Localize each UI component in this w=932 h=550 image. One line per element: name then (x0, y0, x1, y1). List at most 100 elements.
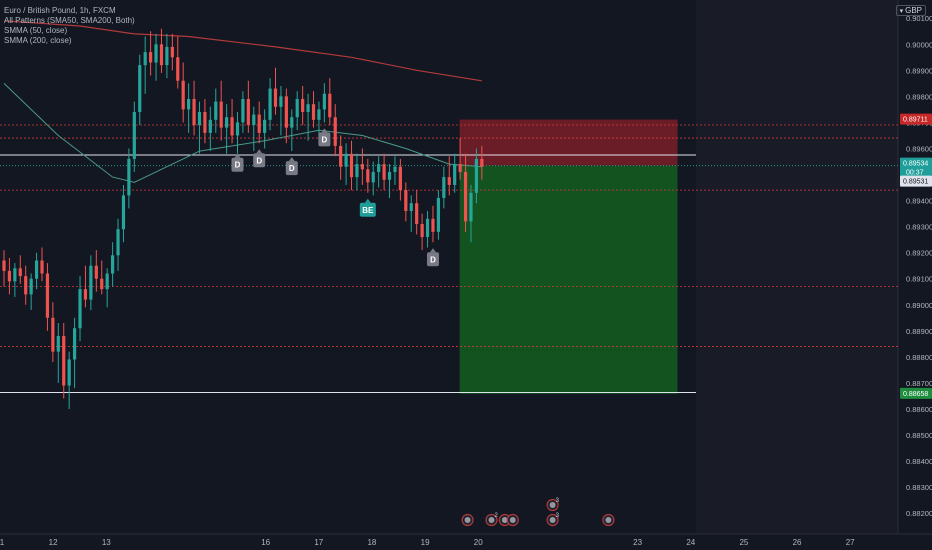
candle-body-6 (34, 260, 39, 279)
candle-body-44 (241, 98, 245, 123)
candle-body-31 (170, 46, 174, 58)
pattern-label-box-1 (253, 153, 266, 168)
candle-body-32 (176, 57, 180, 81)
candle-body-21 (116, 229, 120, 256)
event-marker-4: 3 (546, 498, 560, 512)
x-tick-label-7: 20 (474, 538, 483, 547)
indicator-all-patterns[interactable]: All Patterns (SMA50, SMA200, Both) (4, 16, 135, 25)
candle-body-35 (192, 98, 196, 126)
candle-body-25 (138, 65, 142, 113)
candle-body-88 (480, 158, 484, 167)
candle-body-1 (7, 270, 12, 282)
candle-body-86 (469, 192, 473, 222)
candle-body-66 (360, 164, 364, 170)
x-tick-label-1: 12 (49, 538, 58, 547)
symbol-title[interactable]: Euro / British Pound, 1h, FXCM (4, 6, 116, 15)
pattern-label-pointer-4 (364, 198, 371, 203)
pattern-label-2: D (285, 157, 298, 176)
pattern-label-text-4: BE (362, 206, 374, 215)
pattern-label-text-3: D (321, 135, 327, 144)
candle-body-3 (18, 268, 22, 277)
pattern-label-text-1: D (256, 156, 262, 165)
price-badge-bg-1 (900, 157, 932, 178)
pattern-label-5: D (426, 248, 439, 267)
candle-body-37 (203, 112, 207, 133)
smma200-line (3, 20, 482, 82)
candle-body-19 (105, 273, 109, 290)
event-marker-flag-icon-6 (605, 517, 612, 523)
candle-body-42 (230, 117, 234, 136)
candle-body-49 (268, 88, 272, 120)
pattern-label-3: D (318, 128, 331, 147)
event-marker-flag-icon-0 (464, 517, 471, 523)
candle-body-39 (214, 101, 218, 120)
candle-body-63 (344, 153, 348, 167)
pattern-label-pointer-5 (429, 248, 436, 253)
x-tick-label-11: 26 (793, 538, 802, 547)
price-badge-1: 0.89534 00:37 (900, 157, 932, 178)
candle-body-5 (29, 278, 33, 295)
event-marker-3 (506, 513, 519, 527)
smma50-line (3, 83, 482, 183)
currency-button[interactable]: ▾ GBP (895, 5, 926, 16)
price-badge-bg-3 (900, 387, 932, 399)
candle-body-57 (311, 104, 316, 120)
stop-loss-zone (459, 119, 678, 166)
y-tick-label-12: 0.88900 (906, 327, 932, 336)
candle-body-11 (62, 336, 66, 386)
candle-body-41 (225, 117, 229, 128)
candle-body-9 (51, 317, 55, 352)
candle-body-12 (67, 359, 71, 386)
candle-body-47 (257, 114, 261, 133)
y-tick-label-14: 0.88700 (906, 379, 932, 388)
candle-body-28 (154, 44, 158, 63)
candle-body-56 (306, 104, 310, 113)
candle-body-30 (165, 46, 169, 66)
pattern-label-text-5: D (430, 255, 436, 264)
y-tick-label-3: 0.89800 (906, 92, 932, 101)
candle-body-14 (78, 289, 82, 329)
candle-body-76 (415, 203, 419, 225)
pattern-label-pointer-2 (288, 157, 295, 162)
candle-body-55 (301, 98, 305, 113)
pattern-label-text-0: D (235, 161, 241, 170)
indicator-smma50[interactable]: SMMA (50, close) (4, 26, 68, 35)
candle-body-64 (349, 153, 354, 178)
y-tick-label-2: 0.89900 (906, 66, 932, 75)
candle-body-29 (159, 44, 164, 66)
candle-body-0 (2, 260, 6, 271)
candle-body-34 (187, 98, 191, 110)
y-tick-label-8: 0.89300 (906, 223, 932, 232)
price-badge-value-2: 0.89531 (903, 179, 928, 186)
indicator-smma200[interactable]: SMMA (200, close) (4, 36, 72, 45)
candle-body-60 (328, 93, 332, 118)
candle-body-8 (45, 273, 50, 318)
candle-body-62 (339, 145, 343, 167)
price-badge-3: 0.88658 (900, 387, 932, 399)
candle-body-46 (252, 114, 256, 126)
price-badge-value-1: 0.89534 (903, 161, 928, 168)
event-marker-6 (602, 513, 615, 527)
event-marker-flag-icon-4 (549, 502, 556, 508)
candle-body-4 (24, 276, 28, 295)
y-tick-label-9: 0.89200 (906, 249, 932, 258)
candle-body-85 (463, 171, 468, 222)
candle-body-72 (393, 166, 397, 172)
price-badge-countdown-1: 00:37 (906, 170, 924, 177)
x-tick-label-9: 24 (686, 538, 695, 547)
price-axis-area (898, 0, 932, 534)
chevron-down-icon: ▾ (899, 8, 904, 15)
candle-body-48 (263, 119, 267, 133)
candle-body-53 (290, 117, 294, 128)
y-tick-label-15: 0.88600 (906, 405, 932, 414)
x-tick-label-4: 17 (314, 538, 323, 547)
x-tick-label-8: 23 (633, 538, 642, 547)
candle-body-58 (317, 109, 321, 120)
event-marker-count-4: 3 (556, 498, 560, 504)
y-tick-label-13: 0.88800 (906, 353, 932, 362)
candle-body-43 (235, 122, 240, 136)
y-tick-label-10: 0.89100 (906, 275, 932, 284)
candle-body-87 (474, 158, 479, 193)
candle-body-18 (100, 278, 104, 290)
